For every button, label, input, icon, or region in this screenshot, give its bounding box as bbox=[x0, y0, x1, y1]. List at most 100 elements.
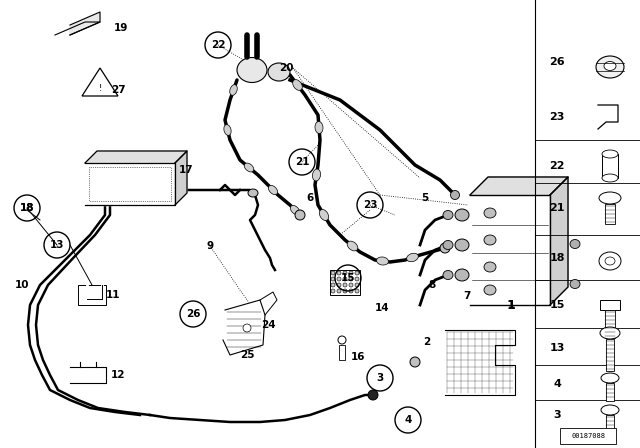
Bar bbox=[600, 300, 620, 310]
Ellipse shape bbox=[349, 271, 353, 275]
Polygon shape bbox=[85, 163, 175, 205]
Polygon shape bbox=[175, 151, 187, 205]
Ellipse shape bbox=[355, 283, 359, 287]
Ellipse shape bbox=[355, 271, 359, 275]
Ellipse shape bbox=[443, 241, 453, 250]
Ellipse shape bbox=[484, 208, 496, 218]
Ellipse shape bbox=[343, 289, 347, 293]
Ellipse shape bbox=[484, 235, 496, 245]
Ellipse shape bbox=[295, 210, 305, 220]
Ellipse shape bbox=[349, 283, 353, 287]
Bar bbox=[606, 415, 614, 430]
Ellipse shape bbox=[455, 269, 469, 281]
Bar bbox=[330, 270, 360, 295]
Text: 15: 15 bbox=[549, 300, 564, 310]
Ellipse shape bbox=[343, 271, 347, 275]
Text: 1: 1 bbox=[507, 298, 515, 311]
Ellipse shape bbox=[347, 241, 358, 251]
Ellipse shape bbox=[355, 289, 359, 293]
Polygon shape bbox=[550, 177, 568, 305]
Ellipse shape bbox=[230, 85, 237, 95]
Text: 18: 18 bbox=[20, 203, 35, 213]
Ellipse shape bbox=[337, 277, 341, 281]
Text: 2: 2 bbox=[424, 337, 431, 347]
Ellipse shape bbox=[337, 271, 341, 275]
Ellipse shape bbox=[601, 405, 619, 415]
Text: 14: 14 bbox=[374, 303, 389, 313]
Text: 16: 16 bbox=[351, 352, 365, 362]
Bar bbox=[606, 383, 614, 401]
Bar bbox=[602, 154, 618, 178]
Ellipse shape bbox=[406, 253, 419, 262]
Ellipse shape bbox=[319, 210, 328, 220]
Text: 00187088: 00187088 bbox=[571, 433, 605, 439]
Ellipse shape bbox=[248, 189, 258, 197]
Ellipse shape bbox=[268, 185, 278, 194]
Ellipse shape bbox=[355, 277, 359, 281]
Polygon shape bbox=[572, 430, 608, 440]
Text: 22: 22 bbox=[211, 40, 225, 50]
Ellipse shape bbox=[224, 125, 231, 135]
Bar bbox=[560, 428, 616, 444]
Text: 26: 26 bbox=[186, 309, 200, 319]
Ellipse shape bbox=[337, 289, 341, 293]
Text: 19: 19 bbox=[114, 23, 128, 33]
Polygon shape bbox=[85, 151, 187, 163]
Ellipse shape bbox=[315, 121, 323, 134]
Ellipse shape bbox=[292, 80, 302, 90]
Text: 18: 18 bbox=[549, 253, 564, 263]
Text: 13: 13 bbox=[50, 240, 64, 250]
Ellipse shape bbox=[243, 324, 251, 332]
Text: 11: 11 bbox=[106, 290, 120, 300]
Ellipse shape bbox=[602, 174, 618, 182]
Polygon shape bbox=[223, 300, 265, 355]
Ellipse shape bbox=[349, 277, 353, 281]
Text: 3: 3 bbox=[553, 410, 561, 420]
Text: 21: 21 bbox=[295, 157, 309, 167]
Ellipse shape bbox=[331, 289, 335, 293]
Text: 27: 27 bbox=[111, 85, 125, 95]
Ellipse shape bbox=[291, 205, 300, 215]
Text: 17: 17 bbox=[179, 165, 193, 175]
Polygon shape bbox=[260, 292, 277, 315]
Text: 9: 9 bbox=[207, 241, 214, 251]
Text: 8: 8 bbox=[428, 280, 436, 290]
Text: 1: 1 bbox=[508, 300, 515, 310]
Text: 7: 7 bbox=[463, 291, 470, 301]
Text: 23: 23 bbox=[363, 200, 377, 210]
Text: 5: 5 bbox=[421, 193, 429, 203]
Polygon shape bbox=[70, 12, 100, 35]
Ellipse shape bbox=[451, 190, 460, 199]
Text: 20: 20 bbox=[279, 63, 293, 73]
Ellipse shape bbox=[410, 357, 420, 367]
Polygon shape bbox=[55, 22, 100, 35]
Ellipse shape bbox=[331, 283, 335, 287]
Ellipse shape bbox=[484, 285, 496, 295]
Ellipse shape bbox=[455, 209, 469, 221]
Text: 4: 4 bbox=[404, 415, 412, 425]
Text: 4: 4 bbox=[553, 379, 561, 389]
Text: 15: 15 bbox=[340, 273, 355, 283]
Ellipse shape bbox=[570, 240, 580, 249]
Ellipse shape bbox=[600, 327, 620, 339]
Ellipse shape bbox=[312, 169, 321, 181]
Text: 13: 13 bbox=[549, 343, 564, 353]
Ellipse shape bbox=[349, 289, 353, 293]
Ellipse shape bbox=[343, 277, 347, 281]
Ellipse shape bbox=[601, 373, 619, 383]
Ellipse shape bbox=[331, 277, 335, 281]
Ellipse shape bbox=[244, 163, 254, 172]
Text: 21: 21 bbox=[549, 203, 564, 213]
Ellipse shape bbox=[570, 280, 580, 289]
Ellipse shape bbox=[440, 243, 450, 253]
Bar bbox=[78, 285, 106, 305]
Polygon shape bbox=[470, 195, 550, 305]
Text: 23: 23 bbox=[549, 112, 564, 122]
Text: 6: 6 bbox=[307, 193, 314, 203]
Polygon shape bbox=[70, 367, 106, 383]
Bar bbox=[605, 310, 615, 338]
Text: 26: 26 bbox=[549, 57, 565, 67]
Bar bbox=[339, 345, 345, 360]
Ellipse shape bbox=[602, 150, 618, 158]
Text: 25: 25 bbox=[240, 350, 254, 360]
